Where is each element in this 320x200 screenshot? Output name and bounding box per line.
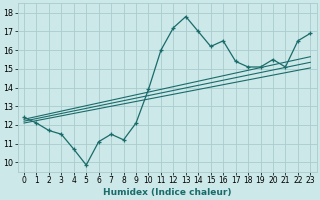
- X-axis label: Humidex (Indice chaleur): Humidex (Indice chaleur): [103, 188, 231, 197]
